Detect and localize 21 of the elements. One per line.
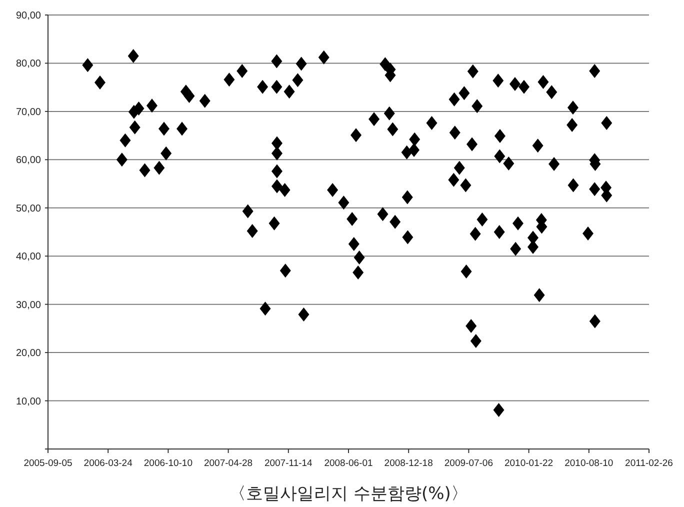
x-tick-label: 2005-09-05 xyxy=(24,458,72,469)
x-tick-label: 2010-08-10 xyxy=(564,458,614,469)
x-tick-label: 2010-01-22 xyxy=(504,458,554,469)
x-tick-label: 2008-06-01 xyxy=(324,458,373,469)
y-tick-label: 30,00 xyxy=(16,300,42,311)
y-tick-label: 40,00 xyxy=(16,252,42,263)
x-tick-label: 2007-11-14 xyxy=(264,458,312,469)
y-tick-label: 90,00 xyxy=(16,10,42,22)
x-tick-label: 2006-10-10 xyxy=(144,458,193,469)
y-tick-label: 20,00 xyxy=(16,348,42,360)
x-tick-label: 2011-02-26 xyxy=(625,458,673,469)
x-tick-label: 2007-04-28 xyxy=(204,458,253,469)
x-axis-title: 〈호밀사일리지 수분함량(%)〉 xyxy=(229,484,468,504)
x-tick-label: 2009-07-06 xyxy=(444,458,494,469)
y-tick-label: 60,00 xyxy=(16,155,42,166)
y-tick-label: 10,00 xyxy=(16,396,42,408)
y-tick-label: 50,00 xyxy=(16,203,42,214)
x-tick-label: 2008-12-18 xyxy=(384,458,433,469)
y-tick-label: 70,00 xyxy=(16,106,42,118)
y-tick-label: 80,00 xyxy=(16,58,42,70)
x-tick-label: 2006-03-24 xyxy=(84,458,132,469)
